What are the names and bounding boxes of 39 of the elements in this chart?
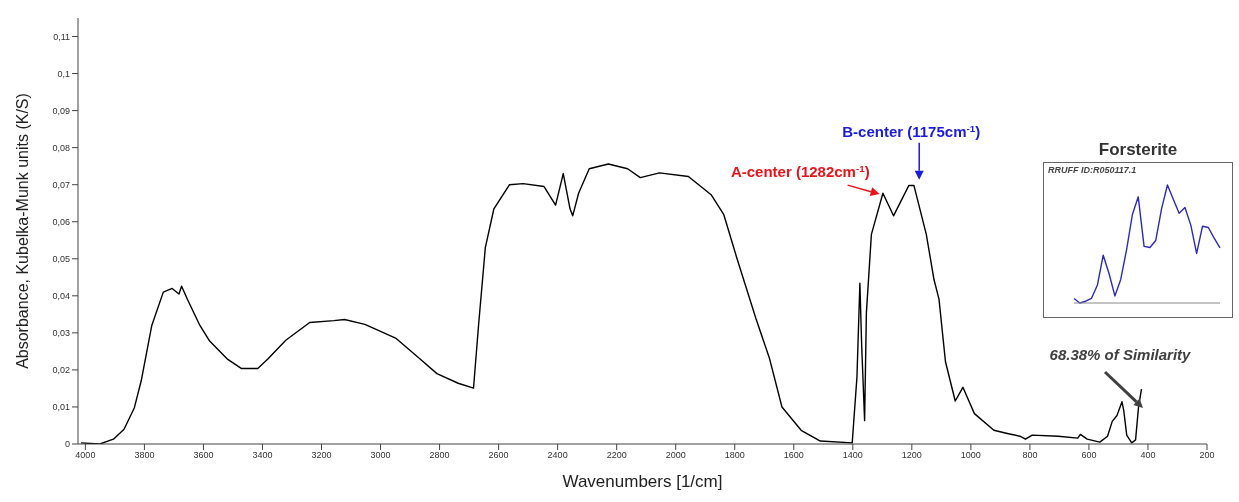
chart-title: Forsterite bbox=[1097, 140, 1179, 161]
y-tick-label: 0,03 bbox=[52, 328, 70, 339]
x-tick-label: 2600 bbox=[488, 450, 509, 461]
annotation: B-center (1175cm$^{-1}$) bbox=[842, 122, 981, 140]
x-tick-label: 2000 bbox=[665, 450, 686, 461]
x-tick-label: 3400 bbox=[252, 450, 273, 461]
y-tick-label: 0,04 bbox=[52, 291, 70, 302]
x-tick-label: 3600 bbox=[193, 450, 214, 461]
x-tick-label: 2400 bbox=[547, 450, 568, 461]
y-tick-label: 0,05 bbox=[52, 253, 70, 264]
y-tick-label: 0,07 bbox=[52, 179, 70, 190]
x-tick-label: 600 bbox=[1081, 450, 1097, 461]
x-tick-label: 400 bbox=[1140, 450, 1156, 461]
y-tick-label: 0,09 bbox=[52, 105, 70, 116]
y-axis-title: Absorbance, Kubelka-Munk units (K/S) bbox=[13, 93, 31, 369]
x-tick-label: 800 bbox=[1022, 450, 1038, 461]
x-tick-label: 200 bbox=[1199, 450, 1215, 461]
x-tick-label: 2200 bbox=[606, 450, 627, 461]
y-tick-label: 0,06 bbox=[52, 216, 70, 227]
x-tick-label: 1600 bbox=[783, 450, 804, 461]
y-tick-label: 0,1 bbox=[57, 68, 70, 79]
x-tick-label: 1800 bbox=[724, 450, 745, 461]
x-tick-label: 1400 bbox=[842, 450, 863, 461]
y-tick-label: 0,01 bbox=[52, 402, 70, 413]
annotation: RRUFF ID:R050117.1 bbox=[1048, 165, 1137, 175]
x-tick-label: 2800 bbox=[429, 450, 450, 461]
x-tick-label: 3200 bbox=[311, 450, 332, 461]
x-tick-label: 3000 bbox=[370, 450, 391, 461]
y-tick-label: 0,11 bbox=[53, 31, 70, 42]
y-tick-label: 0,08 bbox=[52, 142, 70, 153]
x-tick-label: 1200 bbox=[901, 450, 922, 461]
x-tick-label: 1000 bbox=[960, 450, 981, 461]
x-axis-title: Wavenumbers [1/cm] bbox=[562, 472, 723, 491]
y-tick-label: 0 bbox=[64, 439, 70, 450]
annotation: 68.38% of Similarity bbox=[1049, 346, 1192, 363]
x-tick-label: 3800 bbox=[134, 450, 155, 461]
y-tick-label: 0,02 bbox=[52, 365, 70, 376]
annotation: A-center (1282cm$^{-1}$) bbox=[730, 162, 870, 181]
x-tick-label: 4000 bbox=[75, 450, 96, 461]
